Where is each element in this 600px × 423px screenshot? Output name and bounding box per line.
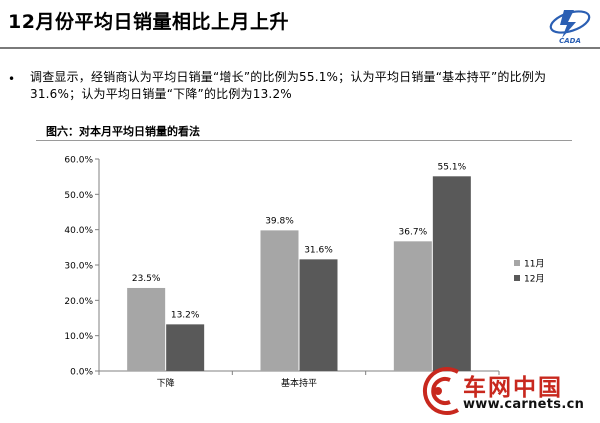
data-label: 36.7% [399, 227, 428, 237]
legend-label: 12月 [524, 274, 544, 285]
y-tick-label: 40.0% [64, 226, 93, 236]
y-tick-label: 60.0% [64, 156, 93, 166]
data-label: 39.8% [265, 216, 294, 226]
bar [127, 287, 166, 371]
y-tick-label: 10.0% [64, 332, 93, 342]
watermark-name: 车网中国 [463, 375, 563, 401]
x-tick-label: 下降 [157, 377, 175, 389]
bar [432, 176, 471, 371]
title-divider [0, 47, 600, 49]
data-label: 31.6% [304, 245, 333, 255]
data-label: 55.1% [438, 162, 467, 172]
bar [260, 230, 299, 371]
bar-chart: 0.0% 10.0% 20.0% 30.0% 40.0% 50.0% 60.0% 23.5%… [64, 156, 544, 390]
bullet-text: 调查显示，经销商认为平均日销量“增长”的比例为55.1%；认为平均日销量“基本持… [30, 70, 547, 101]
watermark-url: www.carnets.cn [463, 397, 585, 412]
chart-title-divider [36, 140, 572, 141]
x-tick-label: 基本持平 [281, 377, 317, 389]
legend-label: 11月 [524, 259, 544, 270]
watermark-logo-icon [422, 367, 460, 415]
legend-swatch [514, 275, 520, 281]
data-label: 23.5% [132, 274, 161, 284]
bullet-symbol: • [8, 72, 16, 86]
y-tick-label: 0.0% [70, 368, 93, 378]
y-tick-label: 20.0% [64, 297, 93, 307]
chart-title: 图六：对本月平均日销量的看法 [46, 125, 200, 138]
bar [299, 259, 338, 371]
cada-logo-icon [549, 10, 591, 38]
bar [166, 324, 205, 371]
y-tick-label: 30.0% [64, 262, 93, 272]
y-tick-label: 50.0% [64, 191, 93, 201]
logo-text: CADA [559, 37, 581, 45]
page-title: 12月份平均日销量相比上月上升 [8, 11, 289, 33]
data-label: 13.2% [171, 310, 200, 320]
legend-swatch [514, 260, 520, 266]
bar [393, 241, 432, 371]
